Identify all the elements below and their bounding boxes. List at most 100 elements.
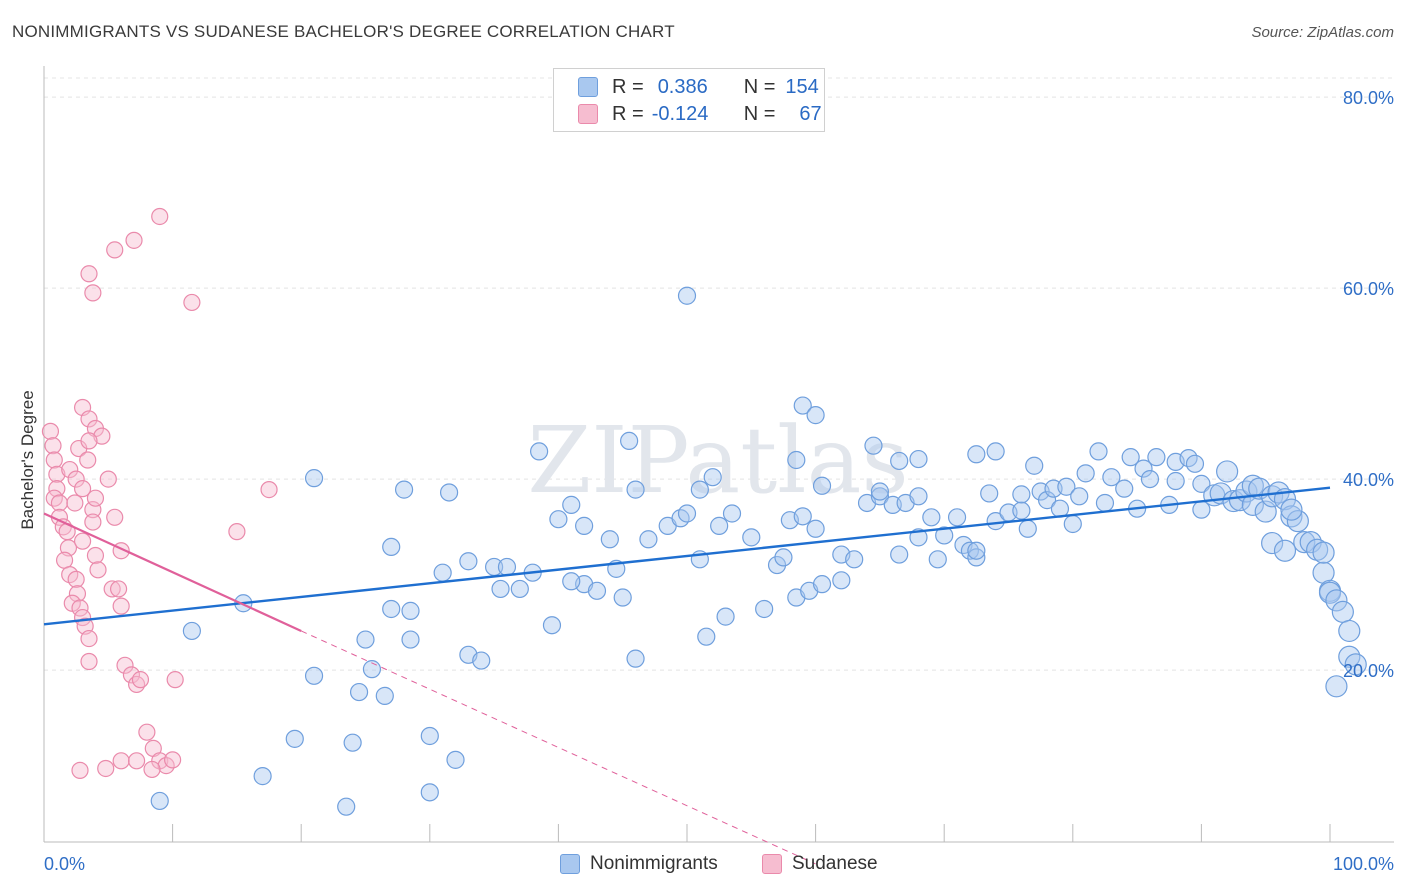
data-point <box>922 508 941 527</box>
data-point <box>639 530 658 549</box>
data-point <box>980 484 999 503</box>
data-point <box>439 483 459 502</box>
bottom-legend-label: Sudanese <box>792 853 878 874</box>
data-point <box>356 630 375 649</box>
data-point <box>793 507 812 526</box>
data-point <box>1076 464 1095 483</box>
data-point <box>722 504 742 523</box>
data-point <box>80 629 98 648</box>
data-point <box>1273 539 1297 562</box>
data-point <box>44 437 62 455</box>
data-point <box>1134 459 1153 478</box>
legend-n-label: N = <box>743 75 776 98</box>
data-point <box>1070 487 1089 506</box>
data-point <box>138 723 156 741</box>
x-tick-label-right: 100.0% <box>1333 854 1394 874</box>
data-point <box>1331 600 1354 623</box>
data-point <box>401 630 420 649</box>
data-point <box>86 546 105 565</box>
data-point <box>812 575 832 594</box>
data-point <box>73 532 92 550</box>
data-point <box>890 451 909 471</box>
data-point <box>182 621 201 641</box>
data-point <box>151 207 169 226</box>
data-point <box>89 561 107 579</box>
data-point <box>131 671 150 689</box>
data-point <box>960 541 980 560</box>
data-point <box>66 494 84 512</box>
data-point <box>433 563 452 582</box>
chart-source: Source: ZipAtlas.com <box>1251 24 1394 41</box>
data-point <box>909 449 928 469</box>
nonimmigrants-trend-line <box>43 486 1331 626</box>
data-point <box>1325 675 1348 698</box>
data-point <box>1089 442 1108 461</box>
data-point <box>1063 514 1082 534</box>
data-point <box>1121 448 1140 467</box>
data-point <box>1261 485 1284 508</box>
data-point <box>1293 531 1316 554</box>
data-point <box>909 487 928 506</box>
legend-r-value: -0.124 <box>651 102 709 125</box>
data-point <box>84 284 102 302</box>
data-point <box>79 451 97 469</box>
sudanese-trend-line <box>43 512 302 632</box>
data-point <box>755 599 774 619</box>
data-point <box>1147 448 1166 467</box>
data-point <box>967 541 986 560</box>
data-point <box>122 666 141 684</box>
data-point <box>116 656 134 674</box>
data-point <box>890 545 909 564</box>
data-point <box>50 494 69 512</box>
data-point <box>1037 491 1057 510</box>
data-point <box>382 599 401 619</box>
data-point <box>767 555 787 575</box>
data-point <box>401 601 420 620</box>
data-point <box>1216 460 1239 483</box>
data-point <box>1018 519 1037 538</box>
data-point <box>677 286 697 305</box>
data-point <box>626 649 645 668</box>
data-point <box>157 756 175 775</box>
data-point <box>575 516 594 535</box>
bottom-legend-nonimmigrants: Nonimmigrants <box>560 852 718 876</box>
data-point <box>41 422 60 440</box>
data-point <box>1115 479 1134 498</box>
data-point <box>967 445 986 464</box>
correlation-legend: R = 0.386 N = 154 R = -0.124 N = 67 <box>553 68 825 132</box>
data-point <box>626 480 645 499</box>
trend-lines <box>43 486 1331 865</box>
legend-r-value: 0.386 <box>657 75 708 98</box>
data-point <box>587 581 607 600</box>
data-point <box>337 797 356 816</box>
y-tick-label: 60.0% <box>1343 279 1394 299</box>
data-point <box>304 666 324 685</box>
nonimmigrants-points <box>150 286 1367 816</box>
data-point <box>420 783 439 802</box>
data-point <box>620 431 639 450</box>
data-point <box>870 487 890 506</box>
data-point <box>967 548 986 567</box>
data-point <box>613 588 632 607</box>
data-point <box>1095 493 1115 513</box>
data-point <box>125 231 143 249</box>
data-point <box>375 686 394 705</box>
data-point <box>55 551 74 569</box>
data-point <box>61 460 79 479</box>
data-point <box>787 450 806 470</box>
data-point <box>68 585 87 603</box>
data-point <box>106 241 124 259</box>
data-point <box>80 432 98 450</box>
bottom-legend-label: Nonimmigrants <box>590 853 718 874</box>
data-point <box>1286 510 1309 533</box>
data-point <box>1280 498 1303 521</box>
data-point <box>99 470 117 488</box>
data-point <box>935 526 954 545</box>
data-point <box>73 480 92 498</box>
data-point <box>1192 474 1211 493</box>
data-point <box>1344 653 1367 676</box>
legend-row-sudanese: R = -0.124 N = 67 <box>578 101 822 127</box>
data-point <box>109 580 128 598</box>
legend-r-label: R = <box>612 75 644 98</box>
